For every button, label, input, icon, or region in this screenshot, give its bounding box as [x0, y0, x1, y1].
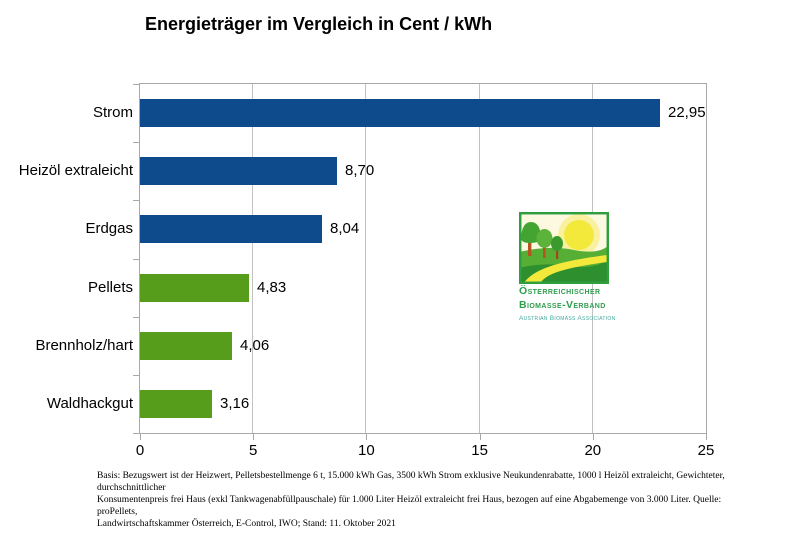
gridline [478, 84, 480, 433]
bar-waldhackgut [140, 390, 212, 418]
logo-org-name-line1: Österreichischer [519, 285, 601, 297]
footnote: Basis: Bezugswert ist der Heizwert, Pell… [97, 470, 757, 530]
bar-pellets [140, 274, 249, 302]
footnote-line-2: Konsumentenpreis frei Haus (exkl Tankwag… [97, 495, 722, 517]
footnote-line-1: Basis: Bezugswert ist der Heizwert, Pell… [97, 471, 725, 493]
logo-org-name-line2: Biomasse-Verband [519, 299, 606, 311]
x-tick-label: 0 [135, 442, 145, 459]
category-axis-tick [133, 259, 140, 260]
footnote-line-3: Landwirtschaftskammer Österreich, E-Cont… [97, 519, 396, 529]
x-axis-tick [140, 434, 141, 440]
bar-erdgas [140, 215, 322, 243]
logo-org-subtitle: Austrian Biomass Association [519, 315, 616, 322]
x-tick-label: 10 [358, 442, 375, 459]
bar-strom [140, 99, 660, 127]
plot-area: 22,95 8,70 8,04 4,83 4,06 3,16 [139, 83, 707, 434]
gridline [365, 84, 367, 433]
bar-value-label: 3,16 [220, 395, 250, 412]
bar-value-label: 4,83 [257, 279, 287, 296]
category-label: Brennholz/hart [35, 337, 133, 354]
category-label: Waldhackgut [46, 395, 133, 412]
gridline [252, 84, 254, 433]
category-axis-tick [133, 317, 140, 318]
x-axis-tick [366, 434, 368, 440]
x-tick-label: 5 [249, 442, 258, 459]
x-tick-label: 25 [697, 442, 715, 459]
category-label: Strom [92, 104, 133, 121]
x-tick-label: 20 [584, 442, 602, 459]
category-label: Erdgas [85, 220, 133, 237]
logo-illustration [519, 212, 609, 284]
category-label: Heizöl extraleicht [18, 162, 133, 179]
bar-value-label: 8,04 [330, 220, 360, 237]
category-axis-tick [133, 142, 140, 143]
bar-value-label: 4,06 [240, 337, 270, 354]
category-axis-tick [133, 200, 140, 201]
biomasse-verband-logo: Österreichischer Biomasse-Verband Austri… [519, 212, 616, 322]
category-axis-tick [133, 375, 140, 376]
bar-heizöl-extraleicht [140, 157, 337, 185]
x-axis-tick [592, 434, 594, 440]
x-axis-tick [479, 434, 481, 440]
category-axis-tick [133, 84, 140, 85]
category-axis-tick [133, 433, 140, 434]
category-axis: Strom Heizöl extraleicht Erdgas Pellets Bren… [0, 84, 133, 433]
chart-title: Energieträger im Vergleich in Cent / kWh [145, 14, 493, 34]
x-axis-tick [706, 434, 707, 440]
x-axis-tick [253, 434, 255, 440]
category-label: Pellets [87, 279, 133, 296]
x-tick-label: 15 [471, 442, 488, 459]
bar-value-label: 8,70 [345, 162, 375, 179]
bar-value-label: 22,95 [668, 104, 706, 121]
bar-brennholz-hart [140, 332, 232, 360]
